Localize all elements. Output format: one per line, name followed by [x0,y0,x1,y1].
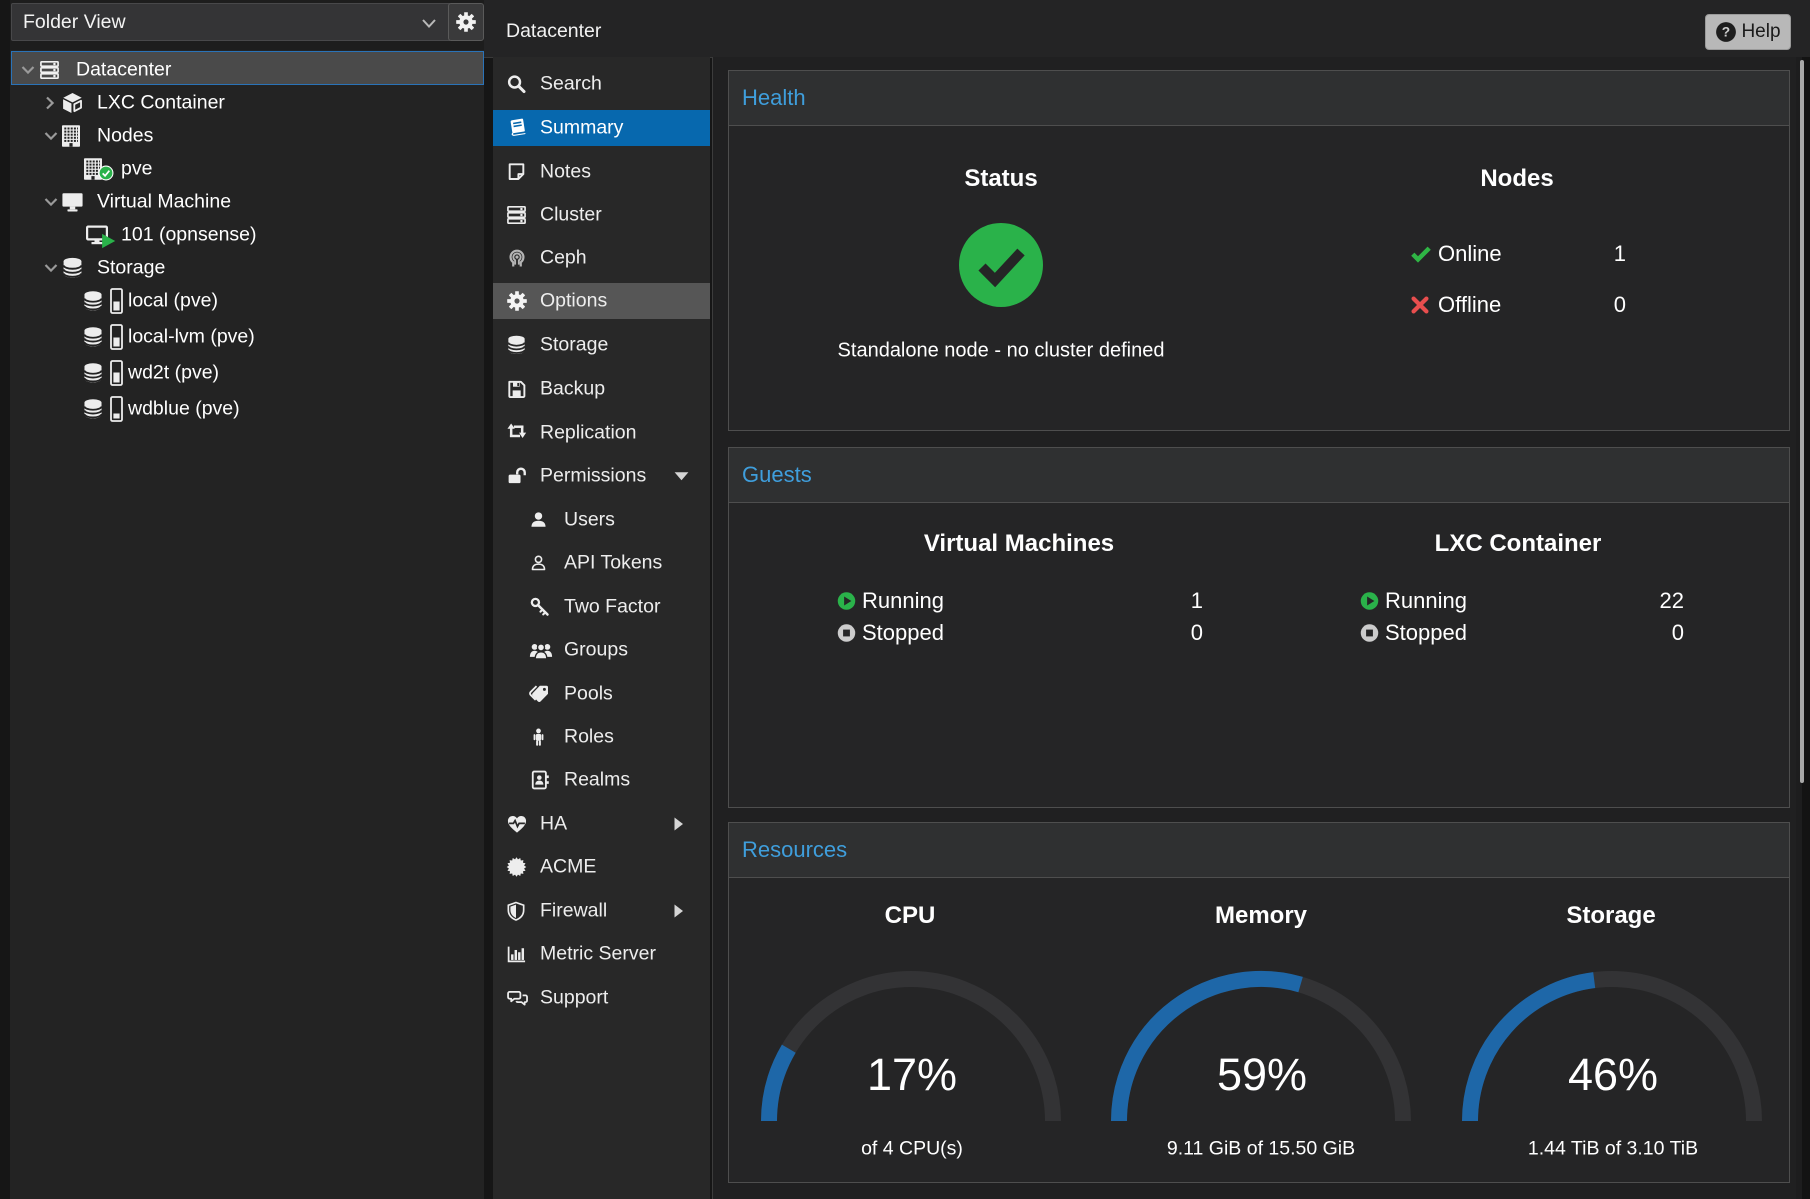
svg-text:?: ? [1722,25,1730,40]
